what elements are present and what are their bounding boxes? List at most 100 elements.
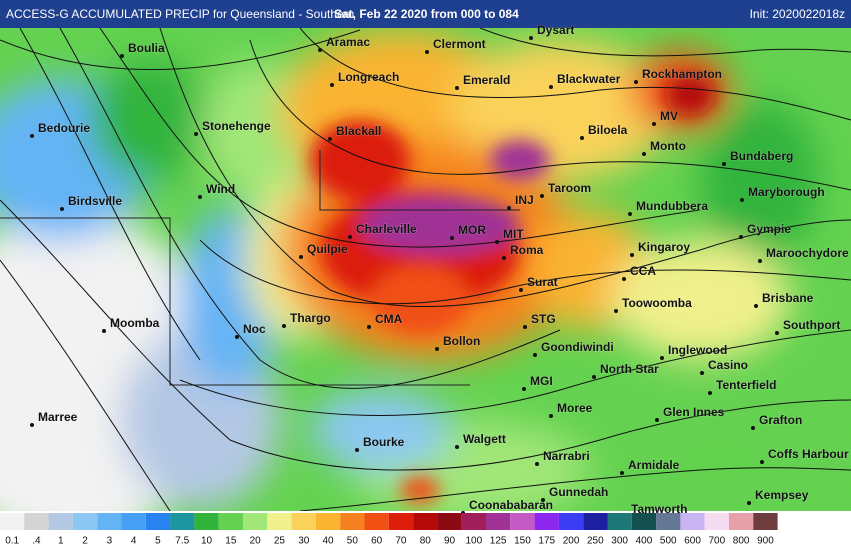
place-label: Tenterfield [716, 378, 776, 392]
place-label: Glen Innes [663, 405, 725, 419]
place-label: Monto [650, 139, 686, 153]
legend-label: 400 [636, 536, 653, 547]
legend-label: 25 [274, 536, 286, 547]
place-label: Moomba [110, 316, 160, 330]
place-label: Tamworth [631, 502, 687, 516]
legend-label: 40 [322, 536, 334, 547]
legend-swatch [364, 513, 389, 530]
place-label: INJ [515, 193, 534, 207]
legend-swatch [534, 513, 559, 530]
legend-swatch [729, 513, 754, 530]
place-dot [282, 324, 286, 328]
place-label: Emerald [463, 73, 510, 87]
place-dot [758, 259, 762, 263]
legend-swatch [340, 513, 365, 530]
place-dot [502, 256, 506, 260]
place-label: Walgett [463, 432, 506, 446]
place-dot [533, 353, 537, 357]
legend-swatch [170, 513, 195, 530]
place-label: Aramac [326, 35, 370, 49]
legend-label: 7.5 [175, 536, 189, 547]
place-label: MV [660, 109, 678, 123]
place-label: Roma [510, 243, 544, 257]
place-dot [775, 331, 779, 335]
legend-swatch [145, 513, 171, 530]
legend-swatch [656, 513, 681, 530]
place-label: MGI [530, 374, 553, 388]
legend-swatch [413, 513, 438, 530]
place-label: Thargo [290, 311, 331, 325]
place-label: Gunnedah [549, 485, 608, 499]
place-label: Moree [557, 401, 593, 415]
legend-label: 2 [82, 536, 88, 547]
legend-label: 20 [250, 536, 262, 547]
place-dot [655, 418, 659, 422]
place-label: Birdsville [68, 194, 122, 208]
place-dot [30, 134, 34, 138]
place-dot [330, 83, 334, 87]
place-label: Bedourie [38, 121, 90, 135]
legend-label: 500 [660, 536, 677, 547]
place-dot [628, 212, 632, 216]
place-dot [747, 501, 751, 505]
place-label: Boulia [128, 41, 165, 55]
place-dot [549, 85, 553, 89]
legend-swatch [0, 513, 25, 530]
place-dot [760, 460, 764, 464]
place-dot [592, 375, 596, 379]
legend-label: 250 [587, 536, 604, 547]
place-label: Kingaroy [638, 240, 690, 254]
place-dot [614, 309, 618, 313]
legend-label: 5 [155, 536, 161, 547]
place-dot [194, 132, 198, 136]
legend-swatch [631, 513, 657, 530]
place-dot [435, 347, 439, 351]
place-label: Southport [783, 318, 840, 332]
place-dot [60, 207, 64, 211]
place-dot [620, 471, 624, 475]
place-dot [634, 80, 638, 84]
place-dot [450, 236, 454, 240]
place-label: Mundubbera [636, 199, 708, 213]
legend-label: 200 [563, 536, 580, 547]
legend-label: 90 [444, 536, 456, 547]
legend-label: 150 [514, 536, 531, 547]
legend-swatch [437, 513, 462, 530]
place-dot [235, 335, 239, 339]
place-dot [622, 277, 626, 281]
period: Sat, Feb 22 2020 from 000 to 084 [334, 7, 519, 21]
place-label: Gympie [747, 222, 791, 236]
place-label: Blackwater [557, 72, 621, 86]
place-dot [318, 48, 322, 52]
place-dot [102, 329, 106, 333]
legend-label: 30 [298, 536, 310, 547]
legend-swatch [680, 513, 705, 530]
place-dot [455, 86, 459, 90]
legend-label: 175 [538, 536, 555, 547]
place-dot [630, 253, 634, 257]
legend-label: .4 [32, 536, 41, 547]
place-dot [425, 50, 429, 54]
place-label: Clermont [433, 37, 486, 51]
place-label: MOR [458, 223, 486, 237]
place-label: Maroochydore [766, 246, 849, 260]
legend-label: 60 [371, 536, 383, 547]
place-label: Wind [206, 182, 235, 196]
legend-label: 80 [420, 536, 432, 547]
place-label: Kempsey [755, 488, 809, 502]
place-dot [455, 445, 459, 449]
place-label: Goondiwindi [541, 340, 614, 354]
place-dot [535, 462, 539, 466]
place-label: Noc [243, 322, 266, 336]
legend-swatch [48, 513, 73, 530]
place-dot [328, 137, 332, 141]
legend-swatch [583, 513, 608, 530]
place-label: Surat [527, 275, 558, 289]
legend-label: 1 [58, 536, 64, 547]
place-dot [348, 235, 352, 239]
legend-label: 300 [611, 536, 628, 547]
legend-swatch [510, 513, 535, 530]
legend-label: 4 [131, 536, 137, 547]
place-dot [722, 162, 726, 166]
